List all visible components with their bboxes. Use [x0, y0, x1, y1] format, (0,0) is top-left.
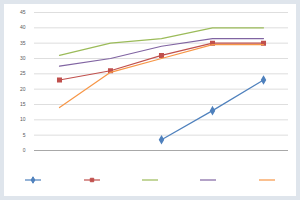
svg-text:35: 35	[20, 40, 26, 46]
svg-text:20: 20	[20, 86, 26, 92]
svg-text:40: 40	[20, 24, 26, 30]
svg-text:25: 25	[20, 70, 26, 76]
svg-text:5: 5	[23, 132, 26, 138]
svg-text:0: 0	[23, 147, 26, 153]
svg-text:15: 15	[20, 101, 26, 107]
svg-text:45: 45	[20, 9, 26, 15]
svg-text:30: 30	[20, 55, 26, 61]
svg-text:10: 10	[20, 116, 26, 122]
